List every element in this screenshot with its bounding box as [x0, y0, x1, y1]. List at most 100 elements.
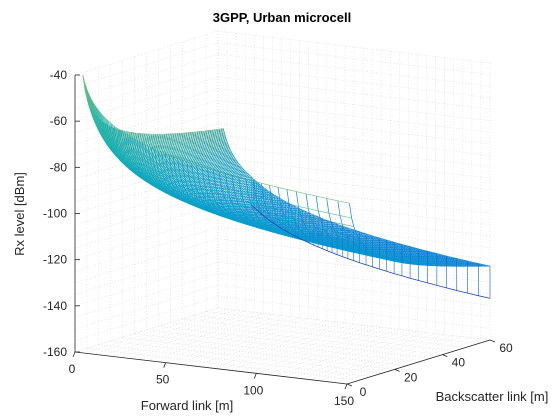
grid-line [217, 180, 491, 214]
grid-line [74, 157, 219, 203]
grid-line [74, 192, 219, 237]
z-tick-label: -40 [50, 68, 68, 82]
grid-line [217, 261, 491, 295]
mesh-line [163, 134, 431, 266]
grid-line [183, 320, 327, 366]
mesh-line [190, 132, 458, 267]
grid-line [217, 226, 491, 260]
mesh-line [201, 131, 469, 267]
mesh-line [207, 130, 475, 267]
grid-line [274, 331, 418, 376]
grid-line [74, 273, 219, 318]
mesh-line [216, 129, 484, 267]
grid-line [74, 111, 219, 157]
y-tick-mark [442, 354, 448, 358]
grid-line [217, 249, 491, 283]
grid-line [74, 53, 219, 99]
grid-line [247, 327, 391, 373]
mesh-line [172, 133, 440, 267]
grid-line [146, 329, 419, 363]
mesh-line [212, 130, 480, 267]
mesh-line [137, 133, 405, 264]
y-tick-label: 40 [452, 356, 466, 370]
grid-line [229, 325, 373, 371]
z-tick-label: -80 [50, 160, 68, 174]
grid-line [217, 76, 491, 110]
axes-background [75, 31, 490, 352]
y-axis-line [346, 339, 491, 385]
mesh-line [183, 133, 451, 267]
grid-line [110, 340, 383, 374]
z-axis-label: Rx level [dBm] [12, 172, 27, 256]
mesh-line [146, 133, 414, 265]
grid-line [256, 329, 400, 374]
mesh-line [179, 133, 447, 267]
grid-line [192, 321, 336, 367]
z-tick-label: -160 [43, 345, 67, 359]
grid-line [74, 284, 219, 330]
mesh-line [161, 134, 429, 266]
grid-line [74, 169, 219, 214]
grid-line [206, 311, 479, 344]
grid-line [134, 333, 407, 366]
x-tick-label: 50 [156, 373, 170, 387]
grid-line [217, 284, 491, 318]
y-tick-mark [489, 339, 496, 343]
y-tick-mark [394, 368, 400, 372]
grid-line [147, 316, 291, 361]
grid-line [217, 123, 491, 156]
grid-line [74, 226, 219, 272]
grid-line [74, 296, 219, 341]
grid-line [217, 99, 491, 133]
grid-line [158, 326, 431, 359]
z-tick-label: -120 [43, 253, 67, 267]
grid-line [219, 324, 364, 370]
mesh-line [199, 131, 466, 267]
grid-line [217, 65, 491, 98]
x-tick-label: 150 [334, 394, 354, 408]
grid-line [74, 123, 219, 168]
mesh-line [210, 130, 477, 267]
grid-line [98, 344, 371, 377]
grid-line [217, 146, 491, 179]
grid-line [217, 53, 491, 87]
mesh-line [192, 132, 460, 267]
mesh-line [214, 129, 482, 267]
grid-line [74, 307, 219, 353]
x-tick-mark [253, 373, 257, 379]
grid-line [156, 317, 300, 362]
mesh-line [194, 132, 462, 267]
mesh-line [141, 133, 409, 264]
mesh-line [168, 133, 436, 267]
grid-line [217, 157, 491, 191]
mesh-line [220, 128, 488, 267]
x-tick-mark [344, 383, 348, 390]
grid-line [122, 337, 395, 370]
mesh-line [174, 133, 442, 267]
chart-title: 3GPP, Urban microcell [213, 10, 352, 25]
x-axis-label: Forward link [m] [141, 398, 233, 413]
mesh-line [144, 133, 411, 265]
grid-line [265, 330, 409, 375]
grid-line [201, 322, 346, 368]
grid-line [74, 134, 219, 180]
grid-line [194, 315, 467, 348]
y-axis-label: Backscatter link [m] [436, 389, 549, 404]
grid-line [86, 348, 359, 381]
mesh-line [150, 134, 418, 265]
mesh-line [218, 129, 486, 267]
y-tick-mark [346, 383, 353, 387]
x-tick-mark [163, 362, 167, 368]
grid-line [217, 42, 491, 75]
z-tick-label: -140 [43, 299, 67, 313]
z-tick-label: -60 [50, 114, 68, 128]
x-axis-line [74, 351, 348, 385]
grid-line [217, 30, 491, 64]
surface-mesh [82, 74, 491, 299]
x-tick-label: 0 [69, 362, 76, 376]
grid-line [217, 169, 491, 202]
mesh-line [203, 131, 471, 267]
grid-line [283, 332, 427, 377]
x-tick-label: 100 [243, 383, 263, 397]
